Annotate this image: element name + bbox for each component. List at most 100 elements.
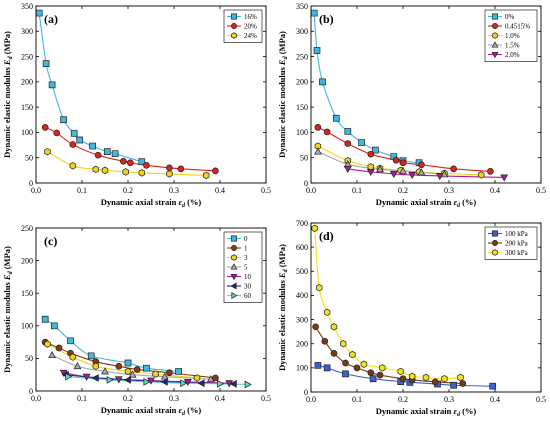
x-tick-label: 0.5 — [261, 186, 271, 195]
x-tick-label: 0.0 — [306, 186, 316, 195]
x-tick-label: 0.4 — [215, 394, 225, 403]
data-point — [114, 376, 123, 384]
data-point — [342, 359, 349, 367]
data-point — [339, 340, 347, 348]
legend-entry: 60 — [244, 292, 252, 300]
y-tick-label: 0 — [29, 387, 33, 396]
legend-marker — [492, 13, 498, 20]
series-line-1 — [44, 318, 179, 372]
legend-entry: 10 — [244, 273, 252, 281]
data-point — [166, 164, 173, 172]
legend-entry: 20% — [244, 23, 257, 31]
y-tick-label: 200 — [296, 78, 308, 87]
legend-entry: 16% — [244, 13, 257, 21]
data-point — [217, 379, 225, 388]
data-point — [197, 379, 205, 388]
data-point — [101, 166, 109, 175]
data-point — [92, 362, 100, 370]
data-point — [343, 165, 352, 174]
y-tick-label: 250 — [21, 52, 33, 61]
data-point — [376, 371, 384, 379]
x-tick-label: 0.5 — [536, 186, 546, 195]
legend-marker — [492, 230, 498, 237]
legend-entry: 0% — [505, 13, 515, 21]
y-axis-title: Dynamic elastic modulus Ed (MPa) — [2, 246, 14, 373]
plot-frame — [310, 222, 542, 393]
y-tick-label: 0 — [304, 179, 308, 188]
data-point — [69, 162, 77, 170]
legend-marker — [492, 240, 498, 246]
data-point — [206, 375, 215, 383]
y-tick-label: 0 — [304, 388, 308, 397]
plot-frame — [35, 227, 267, 392]
data-point — [35, 9, 43, 17]
data-point — [69, 141, 77, 148]
x-tick-label: 0.4 — [490, 395, 500, 404]
data-point — [314, 362, 322, 369]
data-point — [124, 359, 132, 367]
data-point — [202, 171, 210, 180]
data-point — [500, 174, 509, 182]
x-axis-title: Dynamic axial strain εd (%) — [101, 405, 202, 417]
data-point — [123, 376, 131, 384]
x-tick-label: 0.1 — [352, 395, 362, 404]
y-tick-label: 300 — [296, 315, 308, 324]
data-point — [349, 350, 356, 359]
data-point — [477, 171, 485, 179]
y-tick-label: 200 — [21, 256, 33, 265]
legend-entry: 100 kPa — [505, 230, 529, 238]
y-tick-label: 350 — [21, 2, 33, 11]
data-point — [360, 360, 368, 368]
legend-marker — [492, 32, 498, 39]
data-point — [399, 166, 407, 174]
x-tick-label: 0.1 — [77, 186, 87, 195]
x-tick-label: 0.3 — [169, 394, 179, 403]
data-point — [41, 124, 49, 131]
legend-marker — [231, 254, 237, 261]
data-point — [115, 362, 123, 370]
data-point — [313, 47, 321, 54]
x-tick-label: 0.3 — [444, 186, 454, 195]
data-point — [399, 159, 407, 167]
y-tick-label: 150 — [21, 103, 33, 112]
panel-label: (c) — [44, 234, 57, 248]
data-point — [48, 350, 56, 359]
data-point — [244, 380, 252, 389]
panel-label: (b) — [319, 12, 334, 26]
data-point — [69, 353, 77, 361]
data-point — [366, 168, 375, 177]
x-tick-label: 0.0 — [306, 395, 316, 404]
legend-entry: 0 — [244, 235, 248, 243]
x-tick-label: 0.2 — [123, 394, 133, 403]
data-point — [111, 150, 119, 158]
legend-entry: 2.0% — [505, 51, 520, 59]
data-point — [193, 374, 201, 382]
legend-marker — [491, 41, 499, 48]
y-tick-label: 400 — [296, 291, 308, 300]
data-point — [435, 173, 444, 181]
x-tick-label: 0.2 — [398, 186, 408, 195]
legend-entry: 200 kPa — [505, 240, 529, 248]
y-tick-label: 300 — [296, 27, 308, 36]
x-axis-title: Dynamic axial strain εd (%) — [101, 197, 202, 209]
data-point — [330, 350, 338, 357]
x-tick-label: 0.4 — [490, 186, 500, 195]
data-point — [367, 150, 375, 158]
data-point — [212, 374, 219, 382]
data-point — [183, 378, 192, 387]
data-point — [55, 344, 63, 352]
panel-label: (a) — [44, 12, 58, 26]
data-point — [457, 373, 464, 382]
x-tick-label: 0.2 — [123, 186, 133, 195]
y-axis-title: Dynamic elastic modulus Ed (MPa) — [277, 244, 289, 371]
data-point — [342, 370, 349, 378]
data-point — [376, 165, 384, 173]
data-point — [459, 380, 467, 387]
data-point — [53, 129, 61, 137]
data-point — [316, 283, 323, 292]
data-point — [152, 370, 159, 378]
legend-marker — [491, 51, 499, 59]
data-point — [417, 168, 426, 176]
y-tick-label: 100 — [21, 322, 33, 331]
data-point — [212, 167, 219, 175]
